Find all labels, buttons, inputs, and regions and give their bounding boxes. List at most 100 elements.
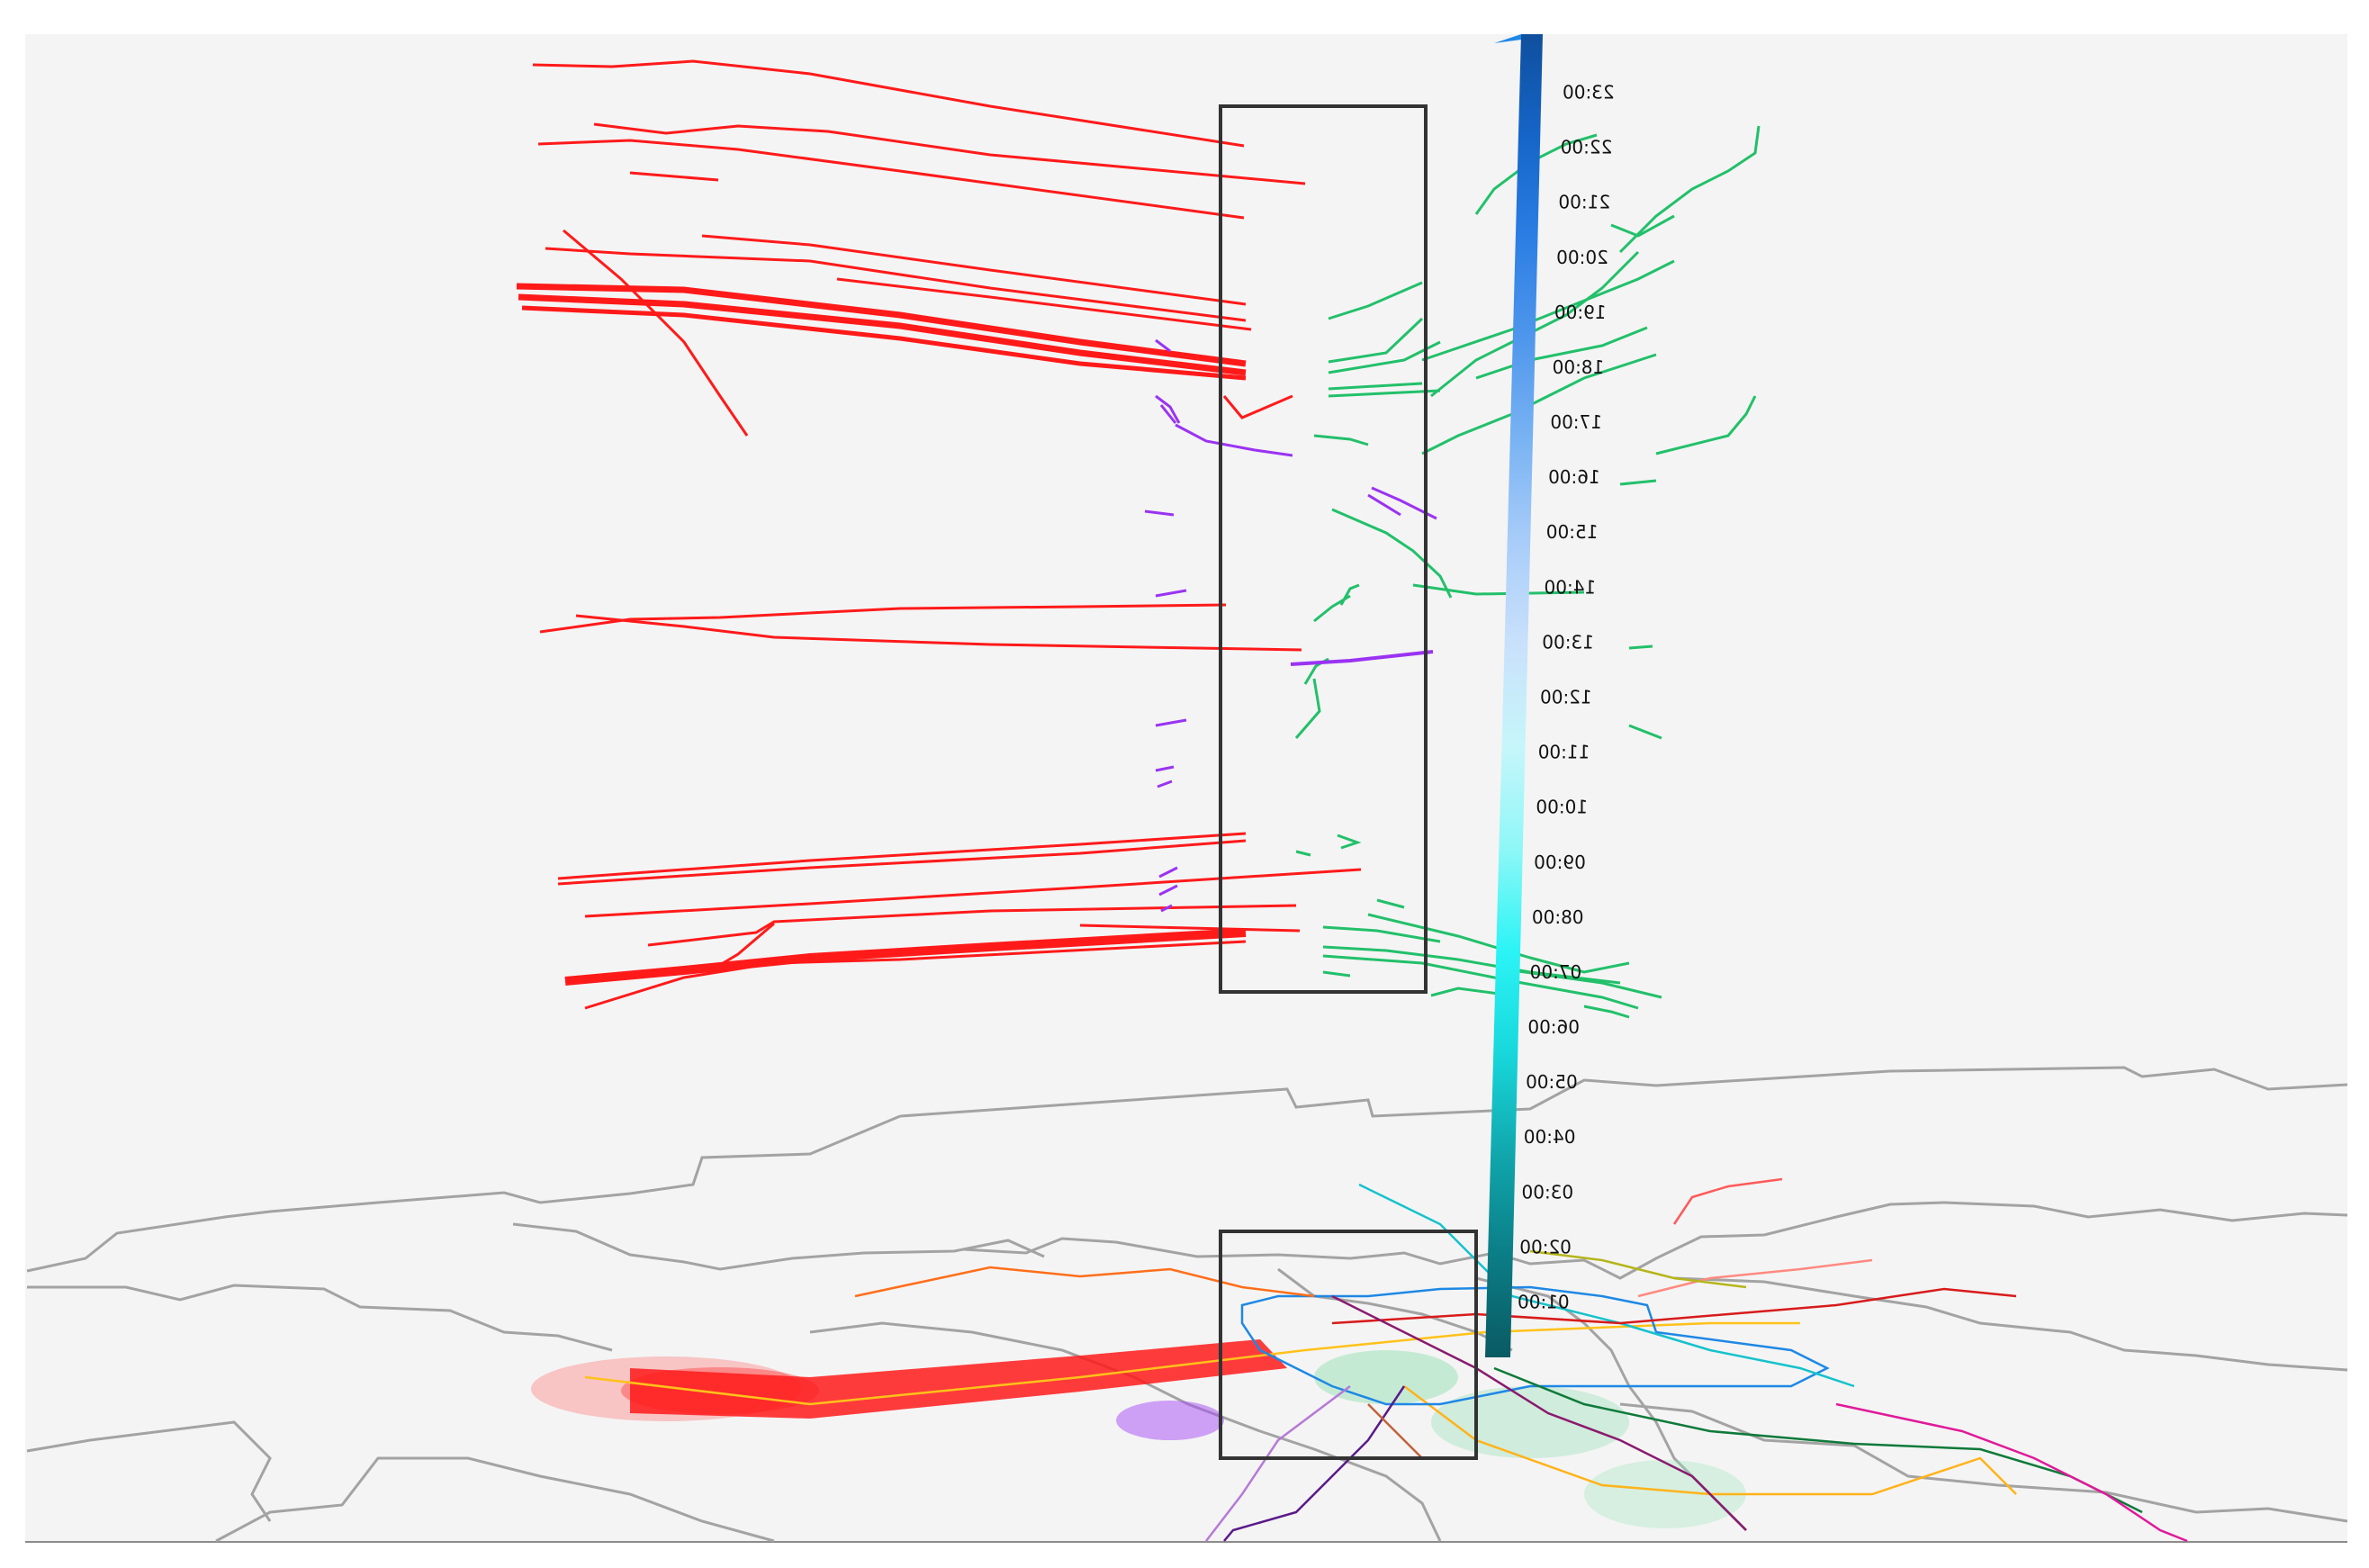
red-trajectory [647,904,1297,947]
time-tick-label: 04:00 [1524,1126,1576,1148]
green-trajectory [1313,434,1369,446]
map-border-east2 [1673,1276,2348,1372]
red-trajectory-bundle [516,283,1247,367]
green-trajectory [1619,479,1657,486]
green-trajectory [1628,644,1653,650]
time-tick-label: 05:00 [1526,1071,1578,1093]
red-trajectory [537,139,1245,220]
green-density-blob [1431,1386,1629,1458]
red-trajectory [575,614,1302,652]
red-trajectory [836,277,1252,331]
purple-density-blob [1116,1401,1224,1440]
red-trajectory-bundle [518,293,1247,376]
time-tick-label: 23:00 [1563,82,1615,104]
time-tick-label: 19:00 [1554,302,1607,323]
ground-trajectory-olive [1529,1249,1747,1289]
green-trajectory [1322,970,1351,978]
highlight-box-lower [1219,1230,1478,1460]
purple-trajectory [1155,394,1181,424]
green-trajectory [1294,678,1321,739]
ground-trajectory-yellow [584,1321,1800,1406]
time-tick-label: 18:00 [1553,356,1605,378]
green-trajectory [1475,326,1648,380]
green-trajectory [1583,1005,1630,1019]
time-tick-label: 13:00 [1542,631,1594,653]
purple-trajectory [1290,650,1434,666]
green-trajectory [1655,395,1757,455]
red-trajectory [1079,924,1301,933]
time-tick-label: 03:00 [1522,1181,1574,1203]
green-trajectory [1328,281,1423,320]
map-border-east [1763,1201,2348,1237]
ground-trajectory-lavender [1205,1385,1351,1542]
map-border-west [26,1114,901,1273]
red-density-band [630,1339,1287,1419]
ground-trajectory-indigo [1223,1385,1406,1542]
time-tick-label: 11:00 [1538,742,1590,763]
map-border-west2 [27,1284,613,1352]
red-trajectory [539,603,1227,634]
purple-trajectory [1175,423,1293,457]
green-density-blob [1314,1350,1458,1404]
time-tick-label: 06:00 [1527,1016,1580,1038]
green-density-blob [1584,1460,1746,1528]
green-trajectory [1628,724,1662,740]
time-tick-label: 10:00 [1536,797,1588,818]
ground-trajectory-rust [1367,1403,1423,1459]
plot-background [25,34,2347,1543]
red-trajectory [563,229,749,437]
red-trajectory [1222,394,1293,419]
red-trajectory [557,832,1247,880]
purple-trajectory [1367,493,1401,517]
purple-trajectory [1144,509,1175,517]
time-tick-label: 01:00 [1518,1292,1570,1313]
ground-trajectory-red-north [1672,1177,1783,1225]
map-border-south [215,1456,775,1543]
green-trajectory [1610,214,1675,238]
red-trajectory [701,234,1247,306]
ground-trajectory-blue [1240,1285,1830,1406]
time-tick-label: 22:00 [1561,137,1613,158]
red-trajectory-bundle [521,305,1247,381]
time-tick-label: 14:00 [1545,576,1597,598]
purple-trajectory [1160,904,1173,913]
green-trajectory [1430,987,1513,997]
time-tick-label: 02:00 [1519,1236,1572,1257]
ground-trajectory-magenta [1835,1402,2188,1543]
purple-trajectory [1155,338,1171,353]
time-axis-ticks: 01:00 02:00 03:00 04:00 05:00 06:00 07:00 08:00… [1518,82,1615,1313]
time-tick-label: 20:00 [1556,247,1608,268]
time-tick-label: 08:00 [1532,906,1584,928]
green-trajectory [1331,508,1453,599]
green-trajectory [1328,317,1424,364]
green-trajectory [1337,834,1362,850]
red-trajectory [584,940,1247,1010]
purple-trajectories [1144,338,1437,913]
map-border-south-east [1619,1402,2348,1523]
green-trajectory [1328,340,1441,374]
time-tick-label: 09:00 [1534,852,1586,873]
green-trajectory [1421,259,1675,362]
red-trajectory [545,247,1247,322]
time-tick-label: 21:00 [1558,192,1610,213]
purple-trajectory [1155,589,1187,598]
green-trajectory [1511,969,1662,999]
green-trajectory [1322,925,1441,943]
purple-trajectory [1159,404,1177,424]
ground-trajectory-violet [1331,1294,1747,1531]
purple-trajectory [1158,884,1178,897]
purple-trajectory [1155,718,1187,727]
time-axis-bar [1485,34,1543,1357]
highlight-box-upper [1219,104,1428,994]
purple-trajectory [1158,866,1178,879]
purple-trajectory [1157,779,1173,789]
map-border-north [899,1066,2348,1118]
time-tick-label: 07:00 [1530,961,1582,983]
time-tick-label: 12:00 [1540,687,1592,708]
green-trajectory [1412,583,1585,596]
map-border-inner3 [1277,1267,1513,1352]
map-border-ridge [512,1222,1045,1271]
red-trajectories [516,59,1362,1010]
green-trajectory [1376,898,1405,909]
